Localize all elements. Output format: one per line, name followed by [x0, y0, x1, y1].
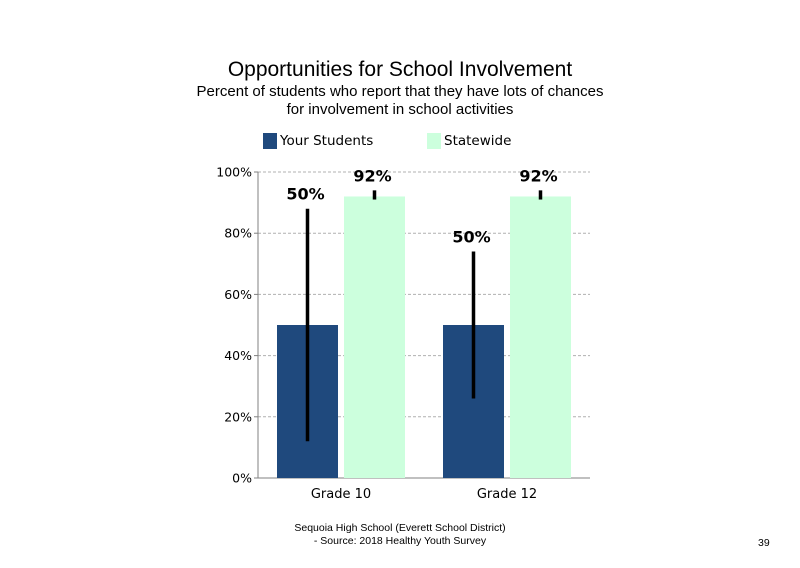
x-tick-label: Grade 12: [477, 487, 537, 502]
legend-swatch-your-students: [263, 133, 277, 149]
legend-label-your-students: Your Students: [280, 133, 374, 149]
footer: Sequoia High School (Everett School Dist…: [0, 522, 800, 548]
subtitle-line-2: for involvement in school activities: [286, 101, 514, 118]
bar: [344, 196, 405, 479]
data-label: 92%: [353, 166, 391, 185]
y-tick-label: 100%: [216, 165, 252, 180]
legend-label-statewide: Statewide: [444, 133, 512, 149]
bar: [510, 196, 571, 479]
footer-source: - Source: 2018 Healthy Youth Survey: [313, 535, 487, 547]
x-tick-label: Grade 10: [311, 487, 371, 502]
chart-subtitle: Percent of students who report that they…: [0, 83, 800, 119]
y-tick-label: 0%: [232, 471, 252, 486]
y-tick-label: 40%: [224, 348, 252, 363]
y-tick-label: 60%: [224, 287, 252, 302]
page-number: 39: [758, 537, 770, 549]
data-label: 50%: [286, 185, 324, 204]
footer-school: Sequoia High School (Everett School Dist…: [294, 522, 506, 534]
legend-swatch-statewide: [427, 133, 441, 149]
data-label: 92%: [519, 166, 557, 185]
y-tick-label: 20%: [224, 409, 252, 424]
subtitle-line-1: Percent of students who report that they…: [196, 83, 604, 100]
data-label: 50%: [452, 228, 490, 247]
y-tick-label: 80%: [224, 226, 252, 241]
chart-title: Opportunities for School Involvement: [227, 58, 573, 81]
